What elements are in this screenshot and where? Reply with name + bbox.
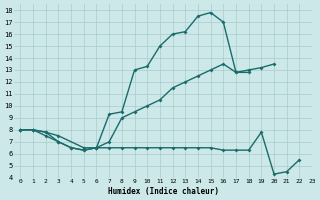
X-axis label: Humidex (Indice chaleur): Humidex (Indice chaleur): [108, 187, 219, 196]
